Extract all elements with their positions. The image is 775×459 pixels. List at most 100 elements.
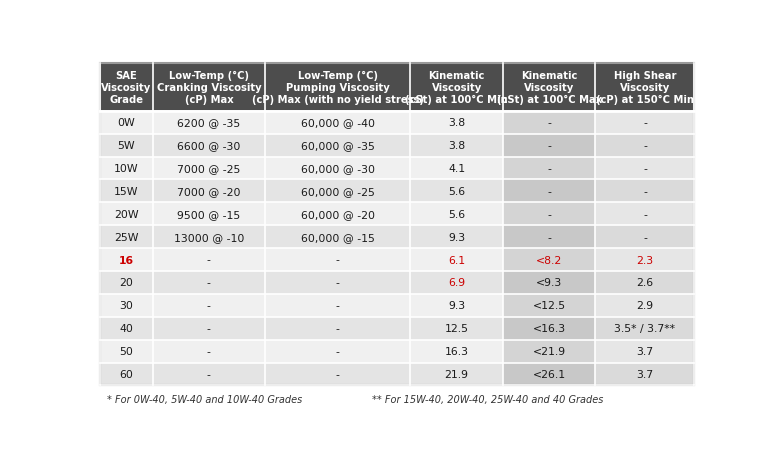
- Text: Kinematic
Viscosity
(cSt) at 100°C Min: Kinematic Viscosity (cSt) at 100°C Min: [405, 70, 508, 105]
- Text: -: -: [547, 141, 551, 151]
- Text: -: -: [207, 324, 211, 333]
- Bar: [411, 180, 503, 203]
- Text: 13000 @ -10: 13000 @ -10: [174, 232, 244, 242]
- Text: -: -: [207, 369, 211, 379]
- Text: 60,000 @ -35: 60,000 @ -35: [301, 141, 374, 151]
- Bar: [265, 134, 411, 157]
- Bar: [595, 294, 694, 317]
- Bar: [153, 157, 265, 180]
- Text: 40: 40: [119, 324, 133, 333]
- Text: -: -: [207, 346, 211, 356]
- Bar: [153, 294, 265, 317]
- Bar: [265, 180, 411, 203]
- Text: 3.7: 3.7: [636, 369, 653, 379]
- Text: 0W: 0W: [118, 118, 135, 128]
- Text: Low-Temp (°C)
Cranking Viscosity
(cP) Max: Low-Temp (°C) Cranking Viscosity (cP) Ma…: [157, 70, 261, 105]
- Bar: [265, 271, 411, 294]
- Text: 16.3: 16.3: [445, 346, 469, 356]
- Text: 5.6: 5.6: [448, 209, 465, 219]
- Text: -: -: [336, 369, 339, 379]
- Bar: [411, 249, 503, 271]
- Text: Kinematic
Viscosity
(cSt) at 100°C Max: Kinematic Viscosity (cSt) at 100°C Max: [497, 70, 601, 105]
- Text: -: -: [207, 255, 211, 265]
- Text: -: -: [643, 186, 647, 196]
- Text: <26.1: <26.1: [532, 369, 566, 379]
- Text: 5.6: 5.6: [448, 186, 465, 196]
- Bar: [100, 134, 153, 157]
- Bar: [153, 271, 265, 294]
- Bar: [411, 226, 503, 249]
- Text: -: -: [643, 141, 647, 151]
- Text: 5W: 5W: [118, 141, 135, 151]
- Bar: [153, 134, 265, 157]
- Bar: [265, 157, 411, 180]
- Bar: [595, 203, 694, 226]
- Bar: [265, 294, 411, 317]
- Bar: [411, 340, 503, 363]
- Text: 16: 16: [119, 255, 134, 265]
- Text: -: -: [547, 209, 551, 219]
- Bar: [503, 157, 595, 180]
- Bar: [153, 317, 265, 340]
- Text: 4.1: 4.1: [448, 164, 465, 174]
- Bar: [100, 64, 153, 112]
- Text: 30: 30: [119, 301, 133, 311]
- Bar: [411, 317, 503, 340]
- Text: -: -: [547, 186, 551, 196]
- Text: 9500 @ -15: 9500 @ -15: [177, 209, 240, 219]
- Text: -: -: [643, 232, 647, 242]
- Bar: [595, 226, 694, 249]
- Bar: [100, 294, 153, 317]
- Bar: [100, 226, 153, 249]
- Bar: [595, 112, 694, 134]
- Text: 3.8: 3.8: [448, 141, 465, 151]
- Text: -: -: [336, 346, 339, 356]
- Text: 6200 @ -35: 6200 @ -35: [177, 118, 240, 128]
- Text: 6600 @ -30: 6600 @ -30: [177, 141, 240, 151]
- Text: 12.5: 12.5: [445, 324, 469, 333]
- Text: 60: 60: [119, 369, 133, 379]
- Bar: [503, 294, 595, 317]
- Bar: [100, 203, 153, 226]
- Text: <16.3: <16.3: [532, 324, 566, 333]
- Text: Low-Temp (°C)
Pumping Viscosity
(cP) Max (with no yield stress): Low-Temp (°C) Pumping Viscosity (cP) Max…: [252, 70, 424, 105]
- Bar: [595, 249, 694, 271]
- Bar: [503, 226, 595, 249]
- Text: -: -: [547, 232, 551, 242]
- Bar: [595, 363, 694, 386]
- Bar: [411, 271, 503, 294]
- Bar: [153, 112, 265, 134]
- Bar: [153, 226, 265, 249]
- Text: 21.9: 21.9: [445, 369, 469, 379]
- Text: -: -: [336, 278, 339, 288]
- Bar: [411, 112, 503, 134]
- Bar: [595, 317, 694, 340]
- Bar: [503, 271, 595, 294]
- Bar: [503, 249, 595, 271]
- Bar: [595, 180, 694, 203]
- Bar: [503, 180, 595, 203]
- Text: ** For 15W-40, 20W-40, 25W-40 and 40 Grades: ** For 15W-40, 20W-40, 25W-40 and 40 Gra…: [371, 394, 603, 404]
- Bar: [411, 64, 503, 112]
- Bar: [411, 203, 503, 226]
- Bar: [503, 134, 595, 157]
- Text: 60,000 @ -15: 60,000 @ -15: [301, 232, 374, 242]
- Text: * For 0W-40, 5W-40 and 10W-40 Grades: * For 0W-40, 5W-40 and 10W-40 Grades: [108, 394, 302, 404]
- Bar: [595, 271, 694, 294]
- Text: <9.3: <9.3: [536, 278, 563, 288]
- Bar: [153, 64, 265, 112]
- Bar: [100, 340, 153, 363]
- Bar: [265, 203, 411, 226]
- Text: 2.3: 2.3: [636, 255, 653, 265]
- Text: 2.9: 2.9: [636, 301, 653, 311]
- Text: 60,000 @ -30: 60,000 @ -30: [301, 164, 375, 174]
- Bar: [503, 363, 595, 386]
- Text: -: -: [336, 301, 339, 311]
- Bar: [100, 363, 153, 386]
- Text: SAE
Viscosity
Grade: SAE Viscosity Grade: [102, 70, 151, 105]
- Bar: [411, 294, 503, 317]
- Bar: [265, 112, 411, 134]
- Bar: [265, 64, 411, 112]
- Text: 15W: 15W: [114, 186, 139, 196]
- Text: <12.5: <12.5: [532, 301, 566, 311]
